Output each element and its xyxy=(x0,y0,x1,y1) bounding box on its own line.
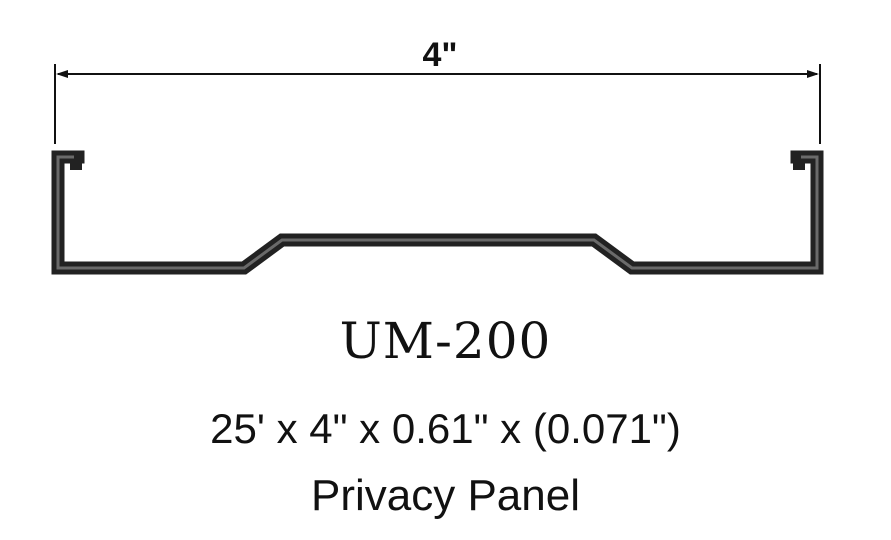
dimension-arrow-right xyxy=(807,70,819,78)
channel-profile-core xyxy=(56,155,819,270)
channel-profile xyxy=(51,150,824,275)
profile-drawing: 4" xyxy=(51,36,824,275)
right-return-lip xyxy=(793,151,805,170)
width-dimension-label: 4" xyxy=(422,36,457,74)
dimension-arrow-left xyxy=(56,70,68,78)
model-number: UM-200 xyxy=(339,312,552,370)
left-return-lip xyxy=(70,151,82,170)
dimensions-spec: 25' x 4" x 0.61" x (0.071") xyxy=(210,405,681,452)
product-name: Privacy Panel xyxy=(310,471,580,520)
